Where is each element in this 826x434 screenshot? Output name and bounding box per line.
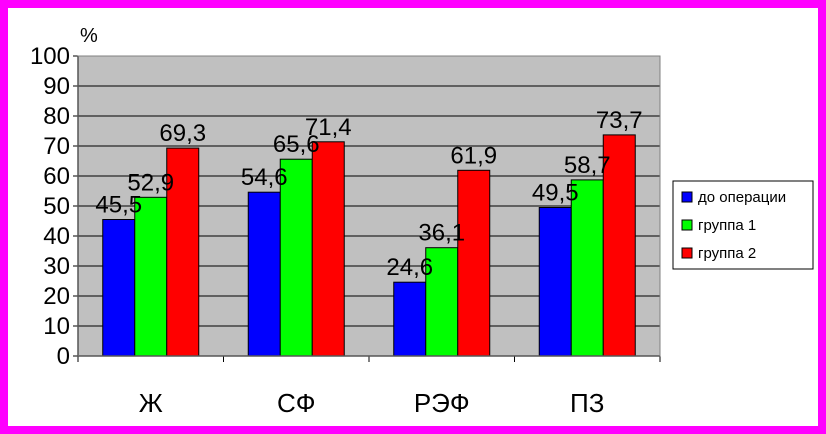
data-label: 65,6 xyxy=(273,131,320,158)
y-tick-label: 0 xyxy=(57,343,70,370)
data-label: 61,9 xyxy=(450,142,497,169)
data-label: 36,1 xyxy=(418,220,465,247)
legend-swatch-1 xyxy=(681,191,693,203)
bar-1-2 xyxy=(247,191,281,357)
category-label: СФ xyxy=(277,388,316,418)
legend: до операции группа 1 группа 2 xyxy=(672,180,814,270)
y-tick-label: 10 xyxy=(43,313,70,340)
legend-swatch-3 xyxy=(681,247,693,259)
y-tick-label: 70 xyxy=(43,133,70,160)
y-tick-label: 30 xyxy=(43,253,70,280)
bar-2-1 xyxy=(134,196,168,357)
legend-label-2: группа 1 xyxy=(698,217,756,234)
y-tick-label: 40 xyxy=(43,223,70,250)
category-label: ПЗ xyxy=(570,388,604,418)
data-label: 49,5 xyxy=(532,180,579,207)
y-tick-label: 90 xyxy=(43,73,70,100)
data-label: 73,7 xyxy=(596,107,643,134)
data-labels: 45,552,9 69,3 54,6 65,671,4 24,6 36,1 61,9 49,5… xyxy=(95,107,642,281)
data-label: 24,6 xyxy=(386,254,433,281)
y-tick-label: 50 xyxy=(43,193,70,220)
category-label: Ж xyxy=(139,388,163,418)
category-labels: Ж СФ РЭФ ПЗ xyxy=(139,388,605,418)
legend-swatch-2 xyxy=(681,219,693,231)
bar-1-4 xyxy=(538,207,572,357)
legend-label-1: до операции xyxy=(698,189,786,206)
bar-1-1 xyxy=(102,219,136,357)
bar-2-4 xyxy=(570,179,604,357)
axes xyxy=(77,55,661,362)
bar-1-3 xyxy=(393,281,427,357)
data-label: 69,3 xyxy=(159,120,206,147)
y-tick-label: 20 xyxy=(43,283,70,310)
bar-2-2 xyxy=(279,158,313,357)
bar-3-4 xyxy=(602,134,636,357)
y-tick-label: 60 xyxy=(43,163,70,190)
category-label: РЭФ xyxy=(414,388,470,418)
data-label: 58,7 xyxy=(564,152,611,179)
data-label: 71,4 xyxy=(305,114,352,141)
plot-border xyxy=(77,55,661,357)
data-label: 54,6 xyxy=(241,164,288,191)
y-tick-labels: 0 10 20 30 40 50 60 70 80 90 100 xyxy=(30,43,70,370)
bars xyxy=(102,134,636,357)
bar-3-1 xyxy=(166,147,200,357)
y-tick-label: 80 xyxy=(43,103,70,130)
legend-box xyxy=(672,180,814,270)
data-label: 52,9 xyxy=(127,169,174,196)
y-unit-label: % xyxy=(80,25,98,47)
legend-label-3: группа 2 xyxy=(698,245,756,262)
bar-3-3 xyxy=(457,169,491,357)
y-tick-label: 100 xyxy=(30,43,70,70)
bar-3-2 xyxy=(311,141,345,357)
data-label: 45,5 xyxy=(95,192,142,219)
bar-2-3 xyxy=(425,247,459,357)
